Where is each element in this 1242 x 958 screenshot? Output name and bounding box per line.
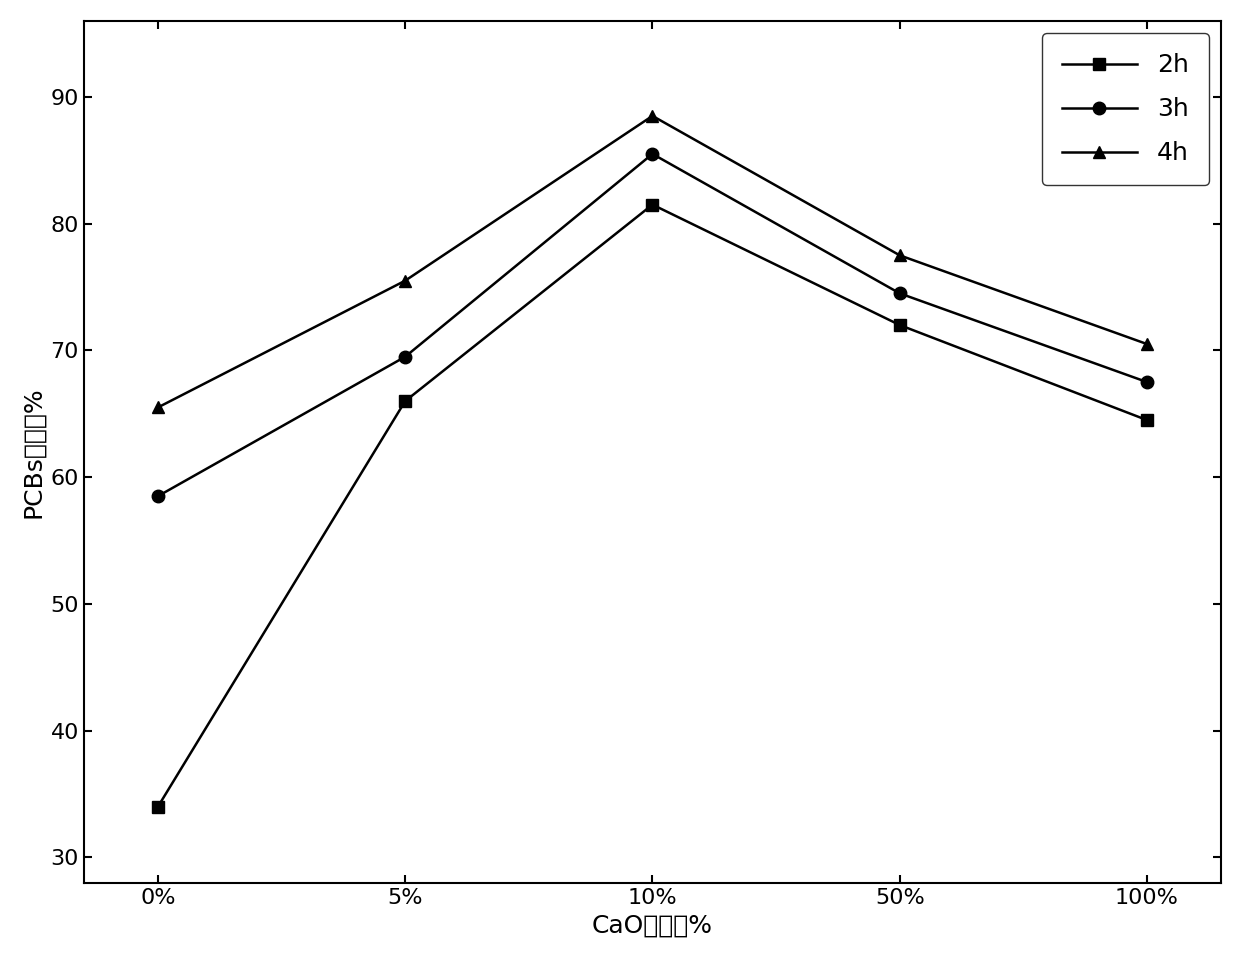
2h — [150, 801, 165, 812]
4h — [397, 275, 412, 286]
Legend: 2h, 3h, 4h: 2h, 3h, 4h — [1042, 34, 1208, 185]
X-axis label: CaO添加量%: CaO添加量% — [592, 913, 713, 937]
Line: 2h: 2h — [152, 198, 1154, 813]
Line: 4h: 4h — [152, 109, 1154, 414]
3h — [892, 287, 907, 299]
3h — [397, 351, 412, 362]
2h — [892, 319, 907, 331]
2h — [1140, 415, 1155, 426]
2h — [645, 199, 660, 211]
Y-axis label: PCBs脉氯率%: PCBs脉氯率% — [21, 386, 45, 517]
3h — [150, 490, 165, 502]
4h — [892, 250, 907, 262]
4h — [1140, 338, 1155, 350]
3h — [645, 148, 660, 160]
4h — [645, 110, 660, 122]
2h — [397, 396, 412, 407]
3h — [1140, 376, 1155, 388]
Line: 3h: 3h — [152, 148, 1154, 502]
4h — [150, 401, 165, 413]
